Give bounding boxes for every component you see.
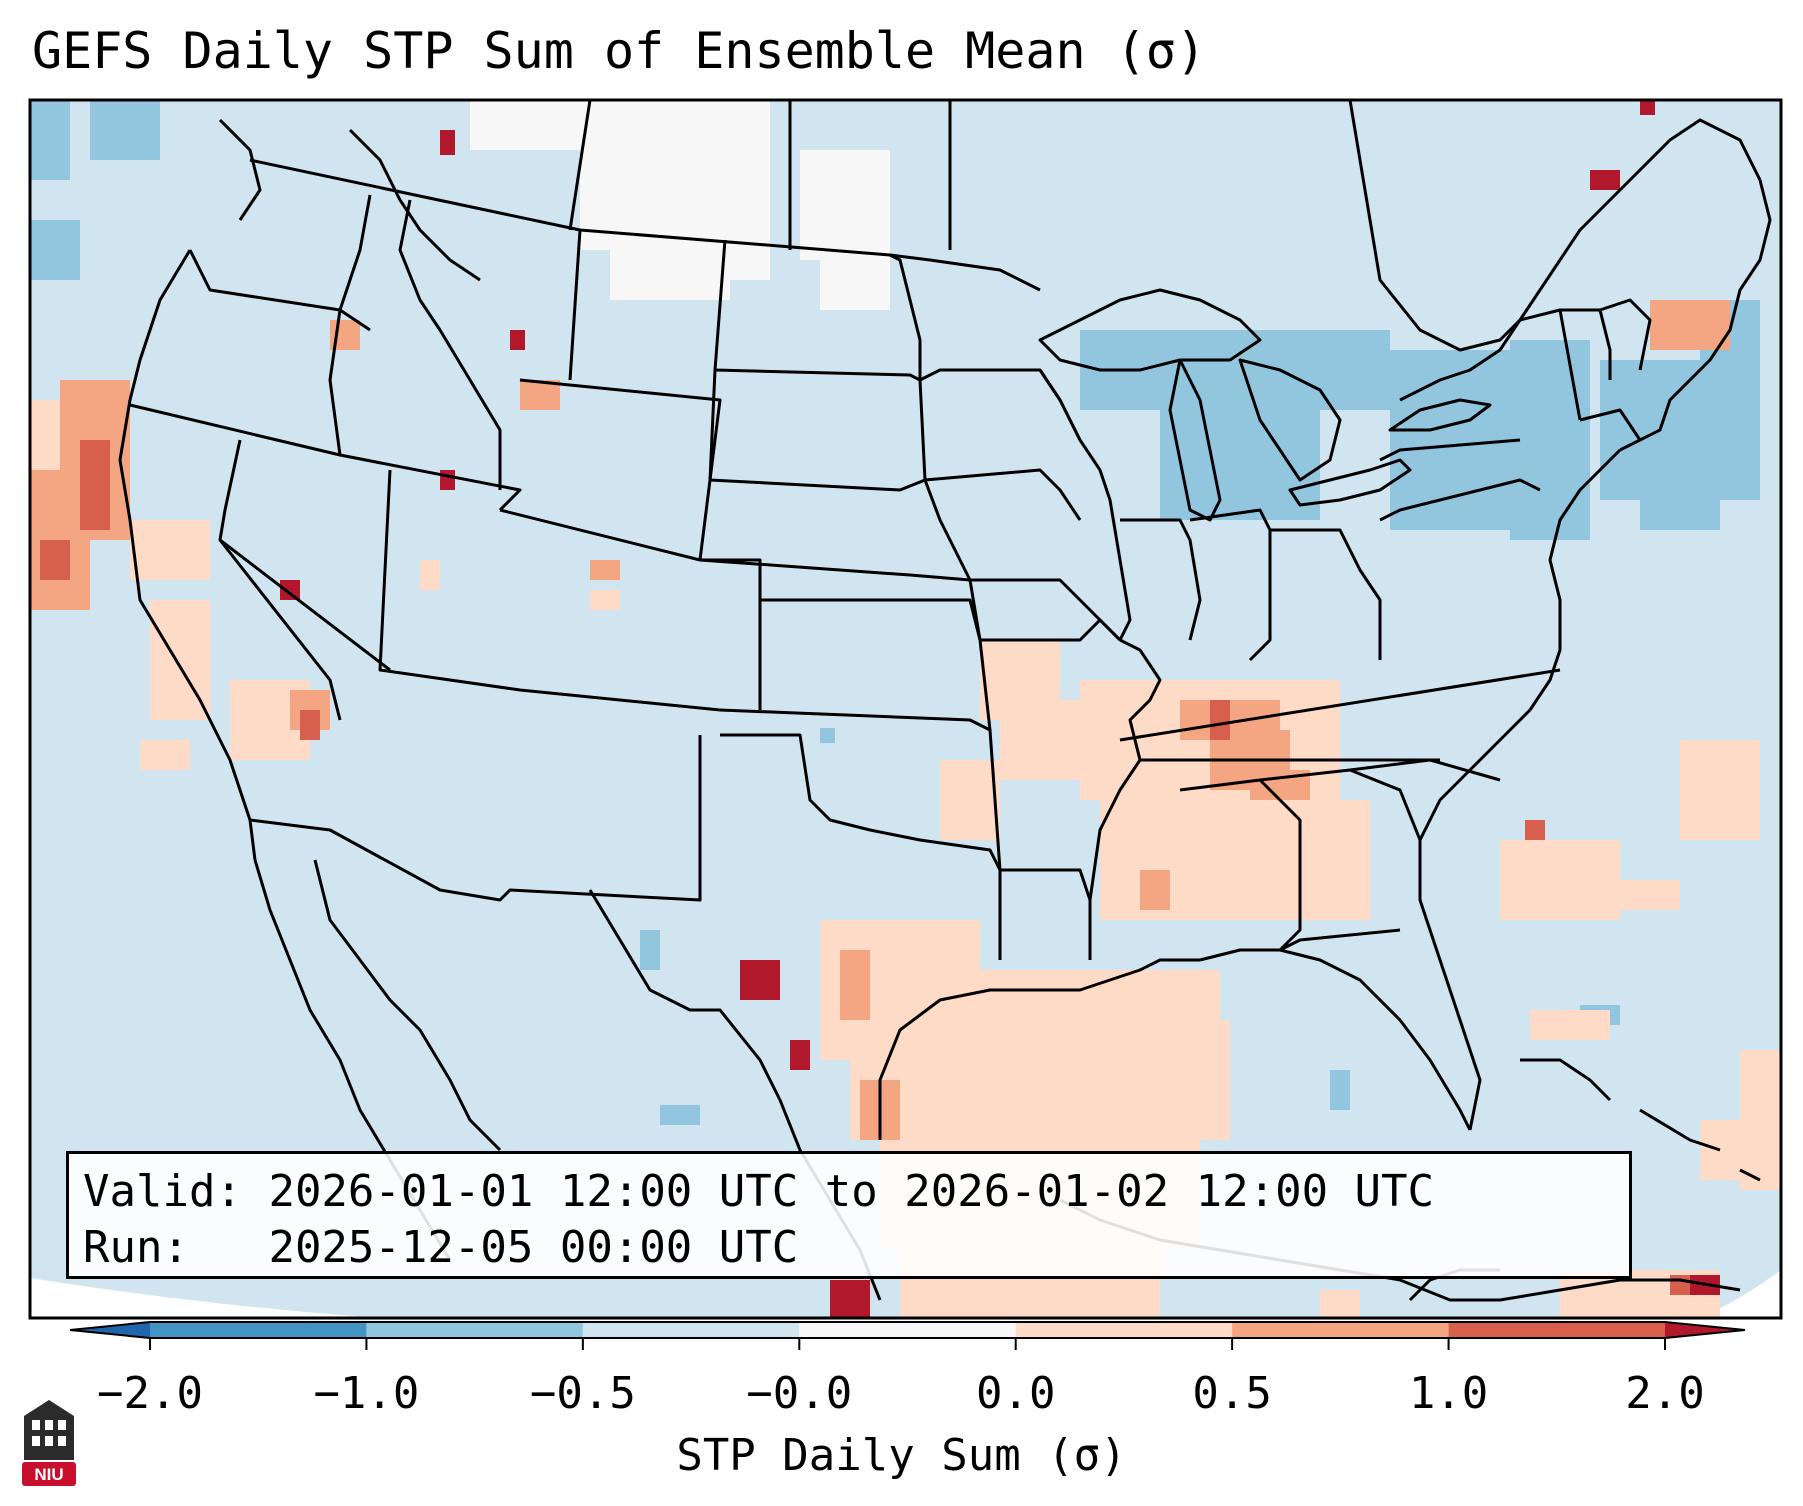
- colorbar-tick-label: −0.0: [746, 1368, 853, 1419]
- logo-text: NIU: [34, 1465, 63, 1484]
- colorbar-over-arrow: [1665, 1322, 1745, 1338]
- colorbar-under-arrow: [70, 1322, 150, 1338]
- colorbar-segment: [582, 1322, 800, 1338]
- colorbar-tick-label: −0.5: [529, 1368, 636, 1419]
- colorbar-segment: [1232, 1322, 1449, 1338]
- colorbar-segment: [150, 1322, 367, 1338]
- run-label: Run:: [83, 1222, 189, 1273]
- coastlines: [118, 118, 1772, 1302]
- valid-label: Valid:: [83, 1166, 242, 1217]
- colorbar-tick-label: 0.5: [1192, 1368, 1272, 1419]
- map-frame: [28, 98, 1783, 1320]
- colorbar-label: STP Daily Sum (σ): [676, 1430, 1127, 1481]
- colorbar-segment: [799, 1322, 1016, 1338]
- colorbar-tick-label: 2.0: [1625, 1368, 1705, 1419]
- valid-run-box: Valid: 2026-01-01 12:00 UTC to 2026-01-0…: [66, 1151, 1632, 1279]
- map-title: GEFS Daily STP Sum of Ensemble Mean (σ): [32, 22, 1206, 80]
- neutral-patches: [470, 100, 890, 310]
- colorbar-tick-label: 0.0: [975, 1368, 1056, 1419]
- strong-positive-patches: [40, 440, 1700, 1295]
- colorbar-segment: [366, 1322, 583, 1338]
- state-borders: [129, 100, 1652, 960]
- colorbar-tick-label: 1.0: [1408, 1368, 1489, 1419]
- over-range-patches: [280, 100, 1720, 1318]
- valid-value: 2026-01-01 12:00 UTC to 2026-01-02 12:00…: [268, 1166, 1435, 1217]
- colorbar-segment: [1448, 1322, 1665, 1338]
- colorbar-tick-label: −2.0: [97, 1368, 203, 1419]
- colorbar: [69, 1321, 1746, 1350]
- run-value: 2025-12-05 00:00 UTC: [268, 1222, 799, 1273]
- colorbar-tick-label: −1.0: [313, 1368, 420, 1419]
- colorbar-segment: [1015, 1322, 1233, 1338]
- niu-logo-icon: NIU: [22, 1400, 76, 1486]
- domain-edge-bottom-left: [30, 1278, 380, 1318]
- great-lakes: [1038, 288, 1492, 522]
- domain-edge-bottom-right: [1700, 1270, 1781, 1318]
- negative-patches: [30, 100, 1760, 1125]
